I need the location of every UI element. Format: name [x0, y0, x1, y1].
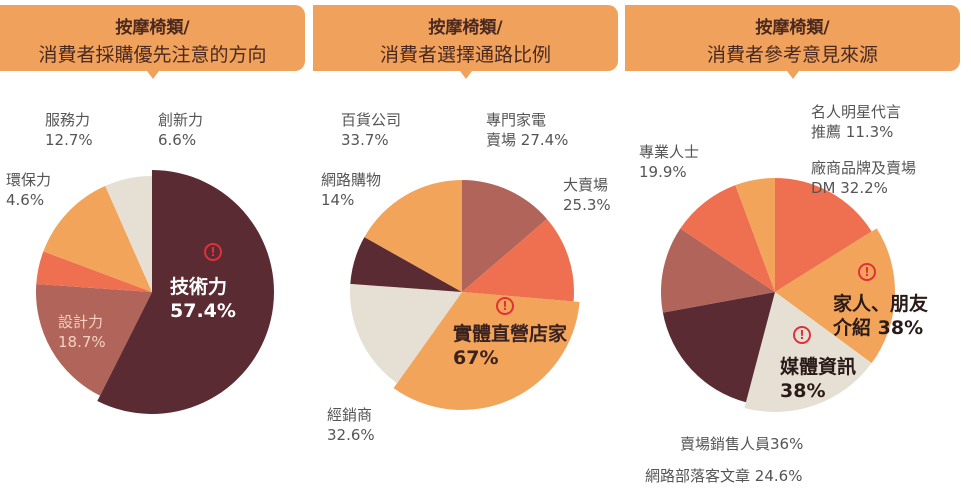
chart-title: 按摩椅類/ — [115, 18, 190, 38]
pie-slice-名人明星代言推薦 — [735, 178, 775, 292]
label-media: 媒體資訊 38% — [780, 356, 857, 402]
label-department-store: 百貨公司 33.7% — [341, 111, 402, 149]
label-service: 服務力 12.7% — [45, 111, 93, 149]
chart-panel-purchase-priorities: 按摩椅類/ 消費者採購優先注意的方向 服務力 12.7% 創新力 6.6% 環保力 4… — [0, 0, 305, 494]
pie-slice-媒體資訊 — [744, 292, 872, 413]
pie-slice-經銷商 — [349, 283, 462, 384]
pie-slice-實體直營店家 — [393, 292, 580, 410]
pie-slice-技術力 — [97, 170, 275, 415]
chart-title: 按摩椅類/ — [755, 18, 830, 38]
label-blog: 網路部落客文章 24.6% — [645, 467, 803, 485]
label-technology: 技術力 57.4% — [170, 276, 236, 322]
label-electronics-store: 專門家電 賣場 27.4% — [486, 111, 569, 149]
label-eco: 環保力 4.6% — [6, 171, 52, 209]
label-dealer: 經銷商 32.6% — [327, 406, 375, 444]
chart-panel-opinion-sources: 按摩椅類/ 消費者參考意見來源 名人明星代言 推薦 11.3% 廠商品牌及賣場 DM… — [625, 0, 960, 494]
label-professional: 專業人士 19.9% — [639, 143, 700, 181]
pie-slice-服務力 — [43, 185, 152, 292]
label-celebrity: 名人明星代言 推薦 11.3% — [811, 103, 902, 141]
pie-slice-廠商品牌及賣場DM — [775, 178, 872, 292]
pie-slice-環保力 — [36, 251, 153, 292]
pie-slice-賣場銷售人員 — [662, 292, 775, 403]
pie-slice-專門家電賣場 — [462, 180, 547, 292]
pie-slice-創新力 — [105, 176, 152, 292]
pie-slice-百貨公司 — [364, 180, 462, 292]
alert-icon: ! — [793, 326, 811, 344]
label-sales-staff: 賣場銷售人員36% — [680, 435, 804, 453]
pie-slice-家人、朋友介紹 — [775, 228, 895, 364]
alert-icon: ! — [496, 297, 514, 315]
label-direct-store: 實體直營店家 67% — [453, 323, 568, 369]
alert-icon: ! — [858, 263, 876, 281]
chart-title: 按摩椅類/ — [428, 18, 503, 38]
label-family-friends: 家人、朋友 介紹 38% — [833, 293, 929, 339]
chart-subtitle: 消費者參考意見來源 — [706, 44, 878, 66]
pie-slice-設計力 — [36, 283, 152, 396]
chart-header: 按摩椅類/ 消費者參考意見來源 — [625, 5, 960, 79]
chart-header: 按摩椅類/ 消費者採購優先注意的方向 — [0, 5, 305, 79]
label-innovation: 創新力 6.6% — [158, 111, 204, 149]
label-brand-dm: 廠商品牌及賣場 DM 32.2% — [811, 159, 917, 197]
chart-subtitle: 消費者採購優先注意的方向 — [38, 44, 267, 66]
label-online: 網路購物 14% — [321, 171, 382, 209]
chart-subtitle: 消費者選擇通路比例 — [379, 44, 551, 66]
chart-header: 按摩椅類/ 消費者選擇通路比例 — [313, 5, 618, 79]
label-design: 設計力 18.7% — [58, 313, 106, 351]
label-hypermarket: 大賣場 25.3% — [563, 176, 611, 214]
pie-slice-專業人士 — [680, 185, 775, 292]
alert-icon: ! — [204, 243, 222, 261]
pie-slice-網路部落客文章 — [661, 228, 775, 313]
chart-panel-channels: 按摩椅類/ 消費者選擇通路比例 百貨公司 33.7% 專門家電 賣場 27.4% 網… — [313, 0, 618, 494]
pie-slice-大賣場 — [462, 218, 574, 302]
pie-slice-網路購物 — [350, 237, 462, 292]
